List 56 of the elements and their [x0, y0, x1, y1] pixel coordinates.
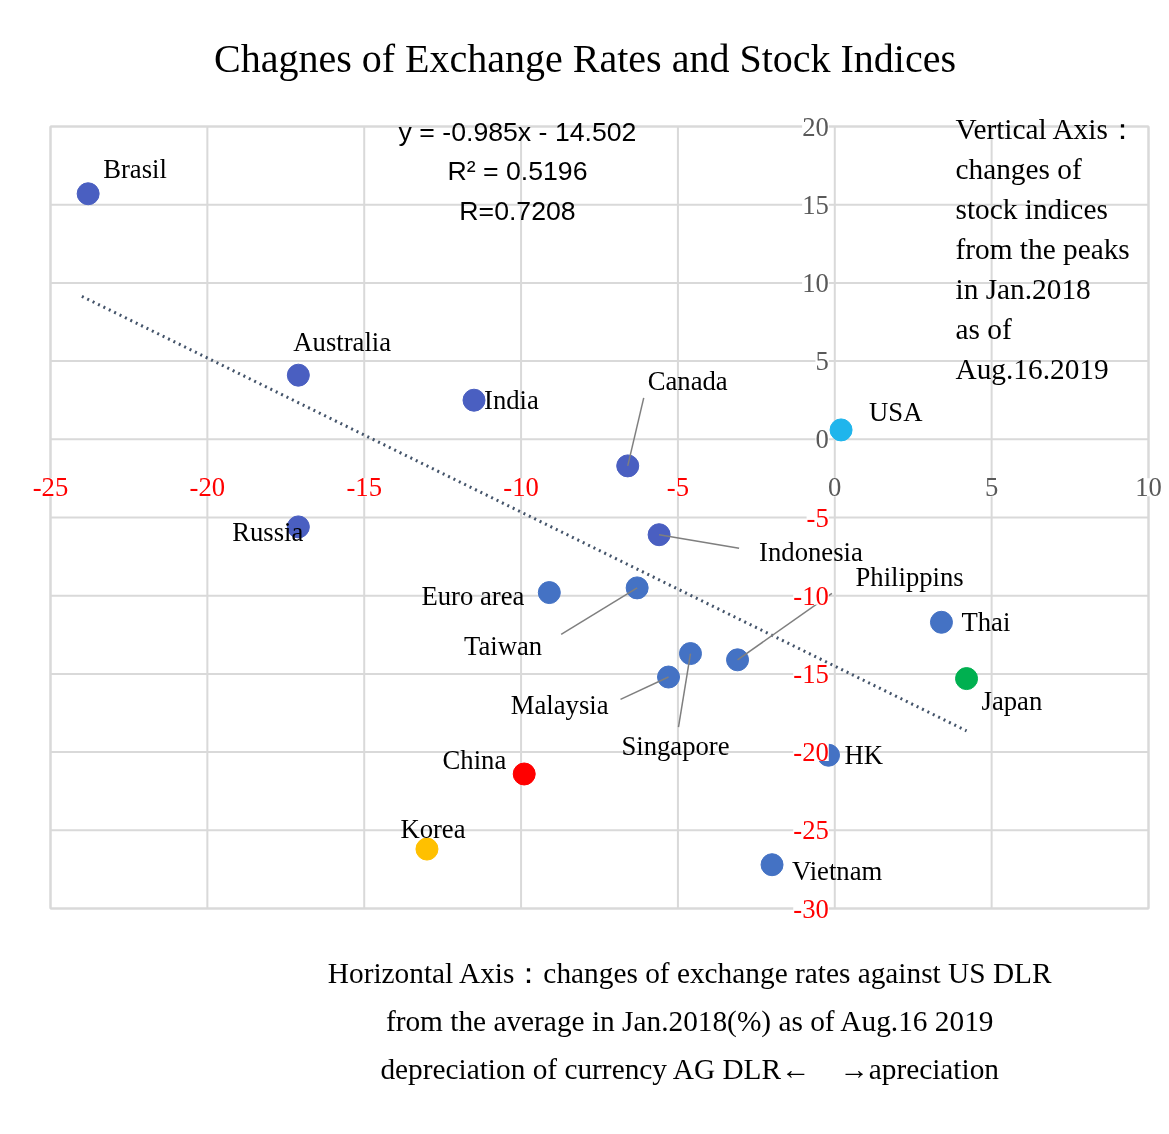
x-tick-label: -15 — [346, 472, 382, 503]
y-tick-label: -30 — [793, 893, 829, 924]
annotation: Canada — [647, 365, 728, 396]
annotation: Australia — [293, 327, 392, 358]
annotation: Russia — [232, 516, 304, 547]
annotation: Singapore — [621, 730, 730, 761]
point — [647, 523, 671, 547]
point — [829, 418, 853, 442]
annotation: China — [442, 745, 507, 775]
y-tick-label: 0 — [815, 424, 829, 455]
y-tick-label: -10 — [793, 580, 829, 611]
annotation: R=0.7208 — [459, 195, 576, 226]
x-tick-label: 5 — [984, 472, 999, 503]
y-tick-label: 15 — [802, 189, 829, 220]
y-tick-label: -5 — [806, 502, 829, 533]
x-tick-label: 10 — [1135, 472, 1162, 503]
annotation: Vertical Axis： changes of stock indices from the peaks in Jan.2018 as of Aug.16.2019 — [955, 112, 1137, 385]
annotation: y = -0.985x - 14.502 — [398, 116, 637, 147]
annotation: Vietnam — [792, 855, 883, 886]
point — [955, 667, 979, 691]
annotation: Malaysia — [510, 690, 609, 721]
point — [415, 837, 439, 861]
y-tick-label: -25 — [793, 815, 829, 846]
annotation: HK — [844, 740, 884, 771]
x-tick-label: -10 — [503, 472, 539, 503]
point — [616, 454, 640, 478]
y-tick-label: -20 — [793, 737, 829, 768]
point — [760, 853, 784, 877]
annotation: R² = 0.5196 — [447, 155, 588, 186]
y-tick-label: -15 — [793, 658, 829, 689]
point — [462, 388, 486, 412]
point — [537, 581, 561, 605]
point — [678, 642, 702, 666]
x-tick-label: -20 — [189, 472, 226, 503]
annotation: Korea — [400, 814, 466, 845]
y-tick-label: 10 — [802, 267, 829, 298]
point — [929, 610, 953, 634]
y-tick-label: 20 — [802, 111, 829, 142]
x-tick-label: -25 — [32, 472, 69, 503]
annotation: Japan — [981, 685, 1043, 716]
point — [512, 762, 536, 786]
annotation: Taiwan — [464, 630, 543, 661]
point — [286, 363, 310, 387]
x-tick-label: -5 — [666, 472, 690, 503]
point — [657, 665, 681, 689]
point — [76, 182, 100, 206]
annotation: Euro area — [421, 580, 525, 611]
chart-title: Chagnes of Exchange Rates and Stock Indices — [213, 36, 957, 81]
point — [625, 576, 649, 600]
point — [726, 648, 750, 672]
y-tick-label: 5 — [815, 346, 829, 377]
annotation: USA — [869, 396, 924, 427]
text: Horizontal Axis：changes of exchange rates against US DLR from the average in Jan.2018(%) as of Aug.16 2019 depreciation of currency AG DLR← →apreciation — [327, 956, 1052, 1085]
annotation: Brasil — [103, 153, 167, 184]
annotation: Thai — [961, 607, 1011, 638]
annotation: India — [484, 385, 539, 416]
